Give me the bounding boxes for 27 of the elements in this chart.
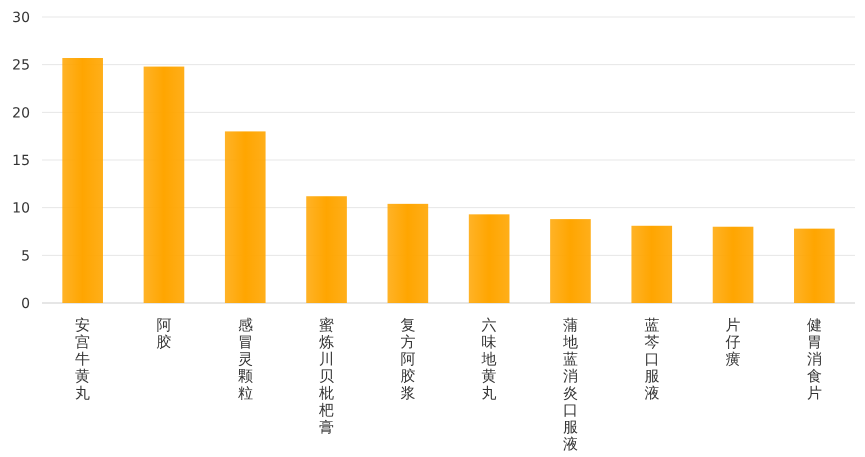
y-tick-label: 25 [12,58,30,74]
y-tick-label: 5 [21,248,30,264]
y-tick-label: 10 [12,200,30,217]
bar [62,58,103,303]
bar [550,219,591,303]
x-tick-label: 感冒灵颗粒 [238,316,253,402]
bar [712,226,754,303]
bar [388,204,428,303]
y-tick-label: 0 [21,296,30,312]
x-tick-label: 复方阿胶浆 [400,316,416,402]
x-tick-label: 蜜炼川贝枇杷膏 [318,316,334,436]
y-tick-label: 30 [12,10,30,26]
bar [144,66,184,303]
y-tick-label: 20 [12,105,30,122]
x-tick-label: 蓝芩口服液 [644,316,660,402]
bar [794,228,835,303]
y-tick-label: 15 [12,153,30,169]
bar [224,131,266,303]
x-tick-label: 阿胶 [156,316,172,351]
x-tick-label: 健胃消食片 [806,316,822,402]
x-tick-label: 安宫牛黄丸 [75,316,90,402]
bar [631,226,672,303]
x-tick-label: 蒲地蓝消炎口服液 [562,316,578,453]
x-tick-label: 六味地黄丸 [480,316,497,402]
bar [468,214,510,303]
bar [306,196,347,303]
x-tick-label: 片仔癀 [726,316,741,368]
